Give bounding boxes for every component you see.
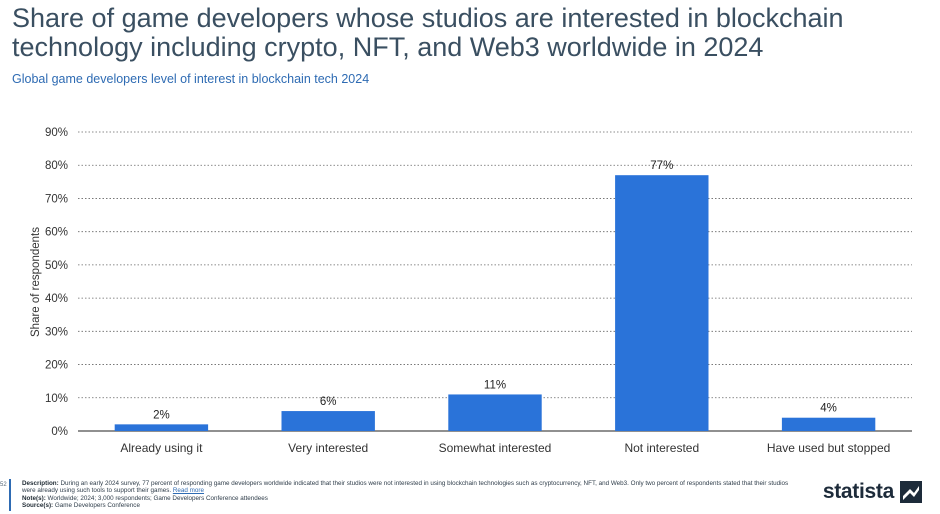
source-line: Source(s): Game Developers Conference bbox=[22, 502, 802, 509]
y-axis-label: Share of respondents bbox=[30, 227, 42, 337]
y-tick-label: 50% bbox=[45, 260, 68, 272]
bars bbox=[114, 175, 876, 431]
y-tick-label: 20% bbox=[45, 360, 68, 372]
y-tick-label: 40% bbox=[45, 293, 68, 305]
bar[interactable] bbox=[448, 394, 542, 431]
data-label: 11% bbox=[484, 379, 506, 391]
footer: 52 Description: During an early 2024 sur… bbox=[0, 476, 940, 514]
notes-line: Note(s): Worldwide; 2024; 3,000 responde… bbox=[22, 495, 802, 502]
data-label: 6% bbox=[320, 396, 337, 408]
x-tick-label: Have used but stopped bbox=[767, 441, 890, 455]
notes-label: Note(s): bbox=[22, 494, 46, 502]
page-number: 52 bbox=[0, 482, 7, 488]
y-tick-label: 10% bbox=[45, 393, 68, 405]
footer-divider bbox=[9, 479, 11, 511]
description-text: During an early 2024 survey, 77 percent … bbox=[22, 480, 789, 495]
y-tick-label: 90% bbox=[45, 127, 68, 139]
x-tick-label: Somewhat interested bbox=[439, 441, 552, 455]
y-tick-label: 60% bbox=[45, 227, 68, 239]
notes-text: Worldwide; 2024; 3,000 respondents; Game… bbox=[47, 494, 268, 502]
chart-subtitle: Global game developers level of interest… bbox=[12, 72, 370, 86]
description-line: Description: During an early 2024 survey… bbox=[22, 480, 802, 495]
bar[interactable] bbox=[114, 424, 209, 431]
source-text: Game Developers Conference bbox=[54, 502, 140, 510]
chart-title: Share of game developers whose studios a… bbox=[12, 3, 844, 62]
brand-name: statista bbox=[822, 480, 894, 503]
bar[interactable] bbox=[781, 417, 876, 431]
read-more-link[interactable]: Read more bbox=[172, 487, 205, 495]
x-tick-label: Not interested bbox=[624, 441, 699, 455]
description-label: Description: bbox=[22, 480, 59, 487]
statista-logo-icon bbox=[900, 481, 922, 503]
x-axis-ticks: Already using it Very interested Somewhat … bbox=[120, 441, 890, 455]
x-tick-label: Very interested bbox=[288, 441, 368, 455]
source-label: Source(s): bbox=[22, 502, 54, 510]
y-axis-ticks: 0% 10% 20% 30% 40% 50% 60% 70% 80% 90% bbox=[45, 127, 68, 438]
y-tick-label: 80% bbox=[45, 160, 68, 172]
data-labels: 2% 6% 11% 77% 4% bbox=[153, 160, 837, 421]
data-label: 2% bbox=[153, 409, 170, 421]
data-label: 77% bbox=[650, 160, 673, 172]
x-tick-label: Already using it bbox=[120, 441, 203, 455]
bar[interactable] bbox=[281, 411, 375, 431]
footer-notes: Description: During an early 2024 survey… bbox=[22, 480, 802, 510]
bar[interactable] bbox=[615, 175, 709, 431]
bar-chart: 0% 10% 20% 30% 40% 50% 60% 70% 80% 90% 2% 6% 11% 77%… bbox=[30, 127, 912, 455]
y-tick-label: 30% bbox=[45, 326, 68, 338]
data-label: 4% bbox=[820, 403, 837, 415]
y-tick-label: 70% bbox=[45, 193, 68, 205]
statista-logo[interactable]: statista bbox=[823, 480, 922, 504]
y-tick-label: 0% bbox=[51, 426, 68, 438]
